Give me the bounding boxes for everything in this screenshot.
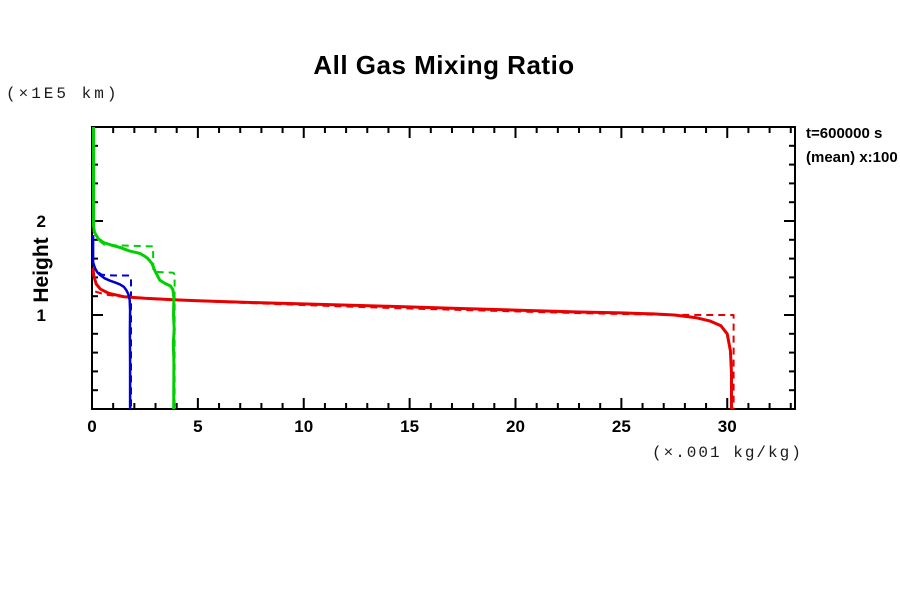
blue-dashed-line — [92, 262, 132, 409]
green-dashed-line — [92, 229, 176, 409]
legend-mean: (mean) x:100 — [806, 149, 898, 166]
x-tick-label: 25 — [612, 417, 631, 436]
blue-solid-line — [91, 235, 132, 409]
legend-time: t=600000 s — [806, 125, 883, 142]
x-tick-label: 10 — [294, 417, 313, 436]
x-tick-label: 30 — [718, 417, 737, 436]
red-solid-line — [91, 267, 733, 409]
x-tick-label: 15 — [400, 417, 419, 436]
y-axis-unit-label: (×1E5 km) — [6, 85, 120, 103]
x-tick-label: 0 — [87, 417, 96, 436]
plot-frame — [91, 126, 796, 410]
x-tick-label: 20 — [506, 417, 525, 436]
green-solid-line — [92, 127, 176, 410]
x-axis-unit-label: (×.001 kg/kg) — [652, 444, 803, 462]
y-tick-label: 1 — [37, 306, 46, 325]
chart-title: All Gas Mixing Ratio — [313, 50, 575, 80]
x-tick-label: 5 — [193, 417, 202, 436]
y-tick-label: 2 — [37, 212, 46, 231]
red-dashed-line — [94, 290, 735, 409]
